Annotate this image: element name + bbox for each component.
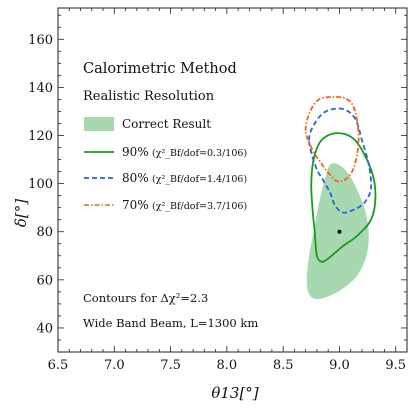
y-axis-title: δ[°] (12, 199, 30, 227)
legend-note-70: (χ²_Bf/dof=3.7/106) (152, 201, 247, 212)
y-tick-label: 100 (28, 177, 53, 192)
y-tick-label: 160 (28, 33, 53, 48)
axis-ticks (57, 8, 408, 353)
x-tick-label: 9.5 (385, 358, 406, 373)
x-axis-title: θ13[°] (211, 384, 258, 402)
point-marks (337, 229, 342, 234)
y-tick-label: 140 (28, 81, 53, 96)
plot-frame (57, 7, 408, 353)
legend-note-80: (χ²_Bf/dof=1.4/106) (152, 174, 247, 185)
x-tick-label: 6.5 (48, 358, 69, 373)
x-tick-label: 7.5 (160, 358, 181, 373)
chart-title: Calorimetric Method (83, 61, 237, 77)
x-tick-label: 7.0 (104, 358, 125, 373)
contour-70-cl (304, 96, 360, 183)
legend-label-correct-result: Correct Result (122, 117, 211, 131)
chart-subtitle: Realistic Resolution (83, 89, 215, 104)
x-tick-label: 9.0 (329, 358, 350, 373)
y-tick-label: 120 (28, 129, 53, 144)
y-tick-label: 40 (36, 321, 53, 336)
contour-lines (304, 96, 377, 263)
legend-swatch-correct-result (84, 117, 114, 131)
x-tick-label: 8.5 (273, 358, 294, 373)
annotation-contours: Contours for Δχ²=2.3 (83, 291, 208, 305)
legend-label-90: 90% (122, 145, 149, 159)
contour-80-cl (308, 107, 373, 214)
x-tick-label: 8.0 (217, 358, 238, 373)
annotation-beam: Wide Band Beam, L=1300 km (83, 316, 258, 330)
legend-label-70: 70% (122, 198, 149, 212)
contour-90-cl (310, 132, 377, 263)
best-fit-point (337, 229, 342, 234)
legend-label-80: 80% (122, 171, 149, 185)
legend-note-90: (χ²_Bf/dof=0.3/106) (152, 148, 247, 159)
y-tick-label: 80 (36, 225, 53, 240)
legend: Correct Result 90% (χ²_Bf/dof=0.3/106) 8… (84, 117, 247, 212)
y-tick-label: 60 (36, 273, 53, 288)
tick-labels: 6.5 7.0 7.5 8.0 8.5 9.0 9.5 40 60 80 100 120 140 160 (28, 33, 406, 373)
